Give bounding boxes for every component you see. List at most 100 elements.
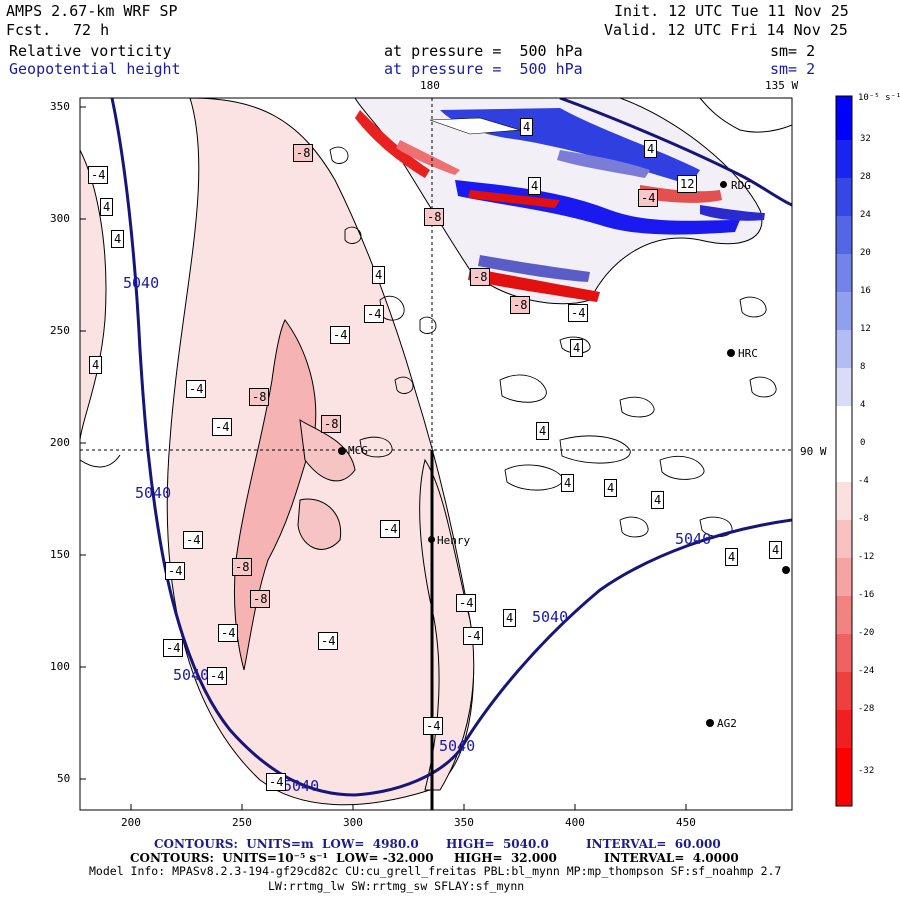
y-tick: 200 bbox=[50, 436, 70, 449]
colorbar-units: 10⁻⁵ s⁻¹ bbox=[858, 93, 900, 103]
init-time: Init. 12 UTC Tue 11 Nov 25 bbox=[614, 2, 849, 20]
y-tick: 350 bbox=[50, 100, 70, 113]
colorbar-tick: -20 bbox=[858, 628, 875, 638]
vorticity-label: 4 bbox=[89, 356, 103, 374]
x-tick: 400 bbox=[565, 816, 585, 829]
vorticity-label: 4 bbox=[644, 140, 658, 158]
colorbar-tick: 32 bbox=[860, 134, 871, 144]
vorticity-label: 4 bbox=[503, 609, 517, 627]
colorbar-swatch bbox=[836, 406, 852, 482]
x-tick: 450 bbox=[676, 816, 696, 829]
x-tick: 350 bbox=[454, 816, 474, 829]
y-tick: 300 bbox=[50, 212, 70, 225]
field1-pressure: at pressure = 500 hPa bbox=[384, 42, 583, 60]
vorticity-label: -8 bbox=[250, 590, 271, 608]
colorbar-tick: 12 bbox=[860, 324, 871, 334]
vorticity-label: -4 bbox=[423, 717, 444, 735]
footer-height-high: HIGH= 5040.0 bbox=[446, 837, 549, 851]
colorbar-tick: 20 bbox=[860, 248, 871, 258]
meridian-180-label: 180 bbox=[420, 79, 440, 92]
vorticity-label: -8 bbox=[510, 296, 531, 314]
colorbar-swatch bbox=[836, 368, 852, 406]
footer-vorticity-high: HIGH= 32.000 bbox=[454, 851, 557, 865]
height-label: 5040 bbox=[283, 777, 320, 795]
colorbar-tick: 24 bbox=[860, 210, 871, 220]
forecast-label: Fcst. bbox=[6, 21, 52, 39]
colorbar-tick: -8 bbox=[858, 514, 869, 524]
station-label: RDG bbox=[731, 179, 751, 192]
height-label: 5040 bbox=[532, 608, 569, 626]
vorticity-label: -4 bbox=[463, 627, 484, 645]
vorticity-label: 4 bbox=[528, 177, 542, 195]
colorbar-swatch bbox=[836, 292, 852, 330]
station-label: HRC bbox=[738, 347, 758, 360]
height-contours bbox=[110, 98, 792, 797]
vorticity-label: 4 bbox=[536, 422, 550, 440]
vorticity-label: -4 bbox=[266, 773, 287, 791]
vorticity-label: 4 bbox=[769, 541, 783, 559]
height-contour-5040-top bbox=[559, 98, 792, 207]
vorticity-field bbox=[80, 98, 777, 806]
colorbar-tick: -12 bbox=[858, 552, 875, 562]
colorbar-tick: -4 bbox=[858, 476, 869, 486]
station-marker bbox=[782, 566, 790, 574]
vorticity-label: -8 bbox=[232, 558, 253, 576]
vorticity-label: 4 bbox=[111, 230, 125, 248]
station-marker bbox=[727, 349, 735, 357]
station-label: AG2 bbox=[717, 717, 737, 730]
vorticity-label: 4 bbox=[372, 266, 386, 284]
colorbar-swatch bbox=[836, 140, 852, 178]
x-tick: 300 bbox=[343, 816, 363, 829]
colorbar-swatch bbox=[836, 710, 852, 748]
height-contour-5040-main bbox=[110, 98, 792, 797]
vorticity-label: 4 bbox=[100, 198, 114, 216]
colorbar-swatch bbox=[836, 748, 852, 806]
vorticity-label: -4 bbox=[380, 520, 401, 538]
vorticity-label: -4 bbox=[212, 418, 233, 436]
vorticity-label: -4 bbox=[183, 531, 204, 549]
vorticity-label: 4 bbox=[651, 491, 665, 509]
height-label: 5040 bbox=[135, 484, 172, 502]
vorticity-label: -8 bbox=[321, 415, 342, 433]
vorticity-label: -4 bbox=[88, 166, 109, 184]
colorbar-tick: 4 bbox=[860, 400, 866, 410]
colorbar-swatch bbox=[836, 596, 852, 634]
vorticity-label: -4 bbox=[364, 305, 385, 323]
colorbar-tick: -16 bbox=[858, 590, 875, 600]
x-tick: 250 bbox=[232, 816, 252, 829]
meridian-90w-label: 90 W bbox=[800, 445, 827, 458]
vorticity-label: 12 bbox=[677, 175, 698, 193]
y-tick: 100 bbox=[50, 660, 70, 673]
neg-vorticity-band-outer bbox=[80, 149, 107, 441]
vorticity-label: -4 bbox=[163, 639, 184, 657]
vorticity-label: -8 bbox=[293, 144, 314, 162]
colorbar-tick: 8 bbox=[860, 362, 866, 372]
y-tick: 150 bbox=[50, 548, 70, 561]
colorbar-swatch bbox=[836, 216, 852, 254]
vorticity-label: -4 bbox=[165, 562, 186, 580]
colorbar-tick: -28 bbox=[858, 704, 875, 714]
station-label: Henry bbox=[437, 534, 471, 547]
footer-model-info-2: LW:rrtmg_lw SW:rrtmg_sw SFLAY:sf_mynn bbox=[268, 879, 525, 893]
vorticity-label: -8 bbox=[424, 208, 445, 226]
colorbar-swatch bbox=[836, 520, 852, 558]
colorbar-tick: 0 bbox=[860, 438, 866, 448]
field2-sm: sm= 2 bbox=[770, 60, 816, 78]
colorbar-swatch bbox=[836, 178, 852, 216]
colorbar-tick: -24 bbox=[858, 666, 875, 676]
station-marker bbox=[428, 536, 435, 543]
colorbar-swatch bbox=[836, 254, 852, 292]
vorticity-label: -8 bbox=[470, 268, 491, 286]
footer-vorticity-interval: INTERVAL= 4.0000 bbox=[604, 851, 739, 865]
vorticity-label: -4 bbox=[330, 326, 351, 344]
colorbar-swatch bbox=[836, 672, 852, 710]
y-tick: 50 bbox=[57, 772, 71, 785]
vorticity-label: 4 bbox=[725, 548, 739, 566]
footer-height-interval: INTERVAL= 60.000 bbox=[586, 837, 721, 851]
colorbar-tick: -32 bbox=[858, 766, 875, 776]
field1-name: Relative vorticity bbox=[9, 42, 172, 60]
colorbar-swatch bbox=[836, 558, 852, 596]
station-marker bbox=[706, 719, 714, 727]
field2-name: Geopotential height bbox=[9, 60, 181, 78]
vorticity-label: -4 bbox=[186, 380, 207, 398]
